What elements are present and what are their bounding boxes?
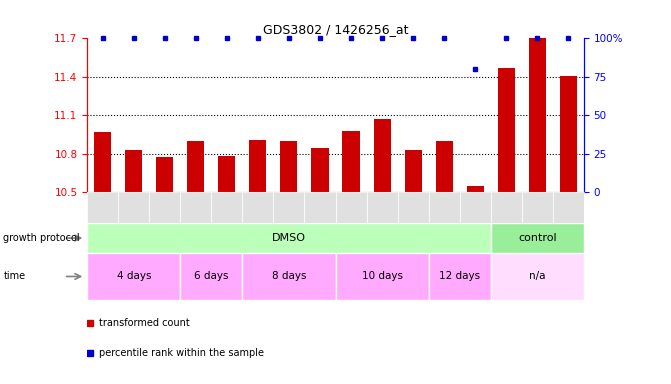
Text: 4 days: 4 days: [117, 271, 151, 281]
Text: n/a: n/a: [529, 271, 546, 281]
Bar: [211, 192, 242, 223]
Text: 12 days: 12 days: [439, 271, 480, 281]
Bar: [94, 132, 111, 192]
Bar: [553, 192, 584, 223]
Bar: [491, 223, 584, 253]
Bar: [491, 192, 522, 223]
Bar: [336, 192, 366, 223]
Bar: [397, 192, 429, 223]
Bar: [466, 185, 484, 192]
Bar: [498, 68, 515, 192]
Bar: [429, 192, 460, 223]
Bar: [305, 192, 336, 223]
Bar: [405, 150, 421, 192]
Text: DMSO: DMSO: [272, 233, 306, 243]
Bar: [150, 192, 180, 223]
Bar: [242, 192, 274, 223]
Bar: [311, 149, 329, 192]
Bar: [280, 141, 297, 192]
Text: transformed count: transformed count: [99, 318, 190, 328]
Text: control: control: [518, 233, 556, 243]
Bar: [342, 131, 360, 192]
Text: percentile rank within the sample: percentile rank within the sample: [99, 348, 264, 358]
Text: 8 days: 8 days: [272, 271, 306, 281]
Text: 6 days: 6 days: [194, 271, 229, 281]
Bar: [87, 223, 491, 253]
Bar: [366, 192, 397, 223]
Bar: [374, 119, 391, 192]
Bar: [429, 253, 491, 300]
Text: time: time: [3, 271, 25, 281]
Text: 10 days: 10 days: [362, 271, 403, 281]
Bar: [87, 253, 180, 300]
Text: growth protocol: growth protocol: [3, 233, 80, 243]
Bar: [435, 141, 453, 192]
Bar: [250, 139, 266, 192]
Bar: [187, 141, 205, 192]
Bar: [118, 192, 150, 223]
Bar: [491, 253, 584, 300]
Bar: [336, 253, 429, 300]
Bar: [529, 38, 546, 192]
Title: GDS3802 / 1426256_at: GDS3802 / 1426256_at: [263, 23, 408, 36]
Bar: [180, 253, 242, 300]
Bar: [180, 192, 211, 223]
Bar: [87, 192, 118, 223]
Bar: [242, 253, 336, 300]
Bar: [274, 192, 305, 223]
Bar: [218, 156, 236, 192]
Bar: [460, 192, 491, 223]
Bar: [560, 76, 577, 192]
Bar: [522, 192, 553, 223]
Bar: [156, 157, 173, 192]
Bar: [125, 150, 142, 192]
